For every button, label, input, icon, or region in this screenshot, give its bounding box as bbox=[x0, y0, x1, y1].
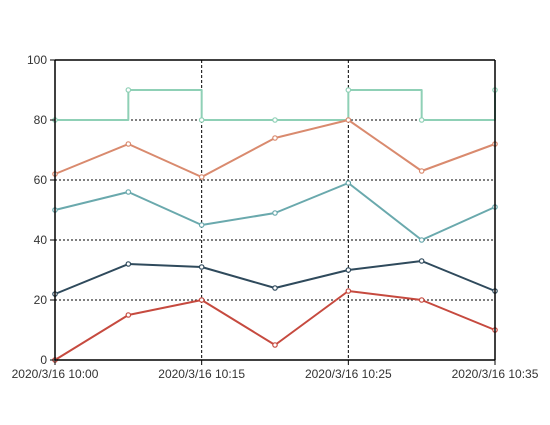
series-layer bbox=[52, 87, 498, 363]
series-3-point bbox=[272, 210, 278, 216]
series-4-point bbox=[125, 261, 132, 267]
series-4-point bbox=[345, 267, 352, 273]
series-2-point bbox=[272, 135, 278, 141]
x-tick-label: 2020/3/16 10:00 bbox=[12, 367, 99, 381]
series-5-point bbox=[125, 312, 132, 318]
series-4-point bbox=[418, 258, 425, 264]
series-5-point bbox=[198, 297, 205, 303]
series-2-point bbox=[125, 141, 132, 147]
series-5-point bbox=[272, 342, 278, 348]
y-tick-label: 60 bbox=[34, 173, 48, 187]
series-5-point bbox=[418, 297, 425, 303]
series-3-point bbox=[345, 180, 352, 186]
x-tick-label: 2020/3/16 10:35 bbox=[452, 367, 539, 381]
series-1-point bbox=[272, 117, 278, 123]
series-4-point bbox=[272, 285, 278, 291]
series-2-point bbox=[418, 168, 425, 174]
grid-layer bbox=[55, 60, 495, 360]
series-2-point bbox=[198, 174, 205, 180]
series-3-point bbox=[418, 237, 425, 243]
y-tick-label: 20 bbox=[34, 293, 48, 307]
series-2-point bbox=[345, 117, 352, 123]
series-1-point bbox=[198, 117, 205, 123]
series-3-point bbox=[198, 222, 205, 228]
series-1-point bbox=[345, 87, 352, 93]
y-tick-label: 0 bbox=[40, 353, 47, 367]
x-tick-label: 2020/3/16 10:25 bbox=[305, 367, 392, 381]
y-tick-label: 80 bbox=[34, 113, 48, 127]
labels-layer: 0 20 40 60 80 100 2020/3/16 10:00 2020/3/16 10:… bbox=[12, 53, 539, 381]
x-tick-label: 2020/3/16 10:15 bbox=[158, 367, 245, 381]
y-tick-label: 100 bbox=[27, 53, 47, 67]
series-3-point bbox=[125, 189, 132, 195]
y-tick-label: 40 bbox=[34, 233, 48, 247]
series-1-line bbox=[55, 89, 496, 121]
series-5-point bbox=[345, 288, 352, 294]
series-1-point bbox=[418, 117, 425, 123]
series-5-line bbox=[54, 290, 496, 361]
series-1-point bbox=[125, 87, 132, 93]
axes-layer bbox=[50, 59, 496, 365]
series-4-point bbox=[198, 264, 205, 270]
series-2-line bbox=[54, 119, 496, 178]
